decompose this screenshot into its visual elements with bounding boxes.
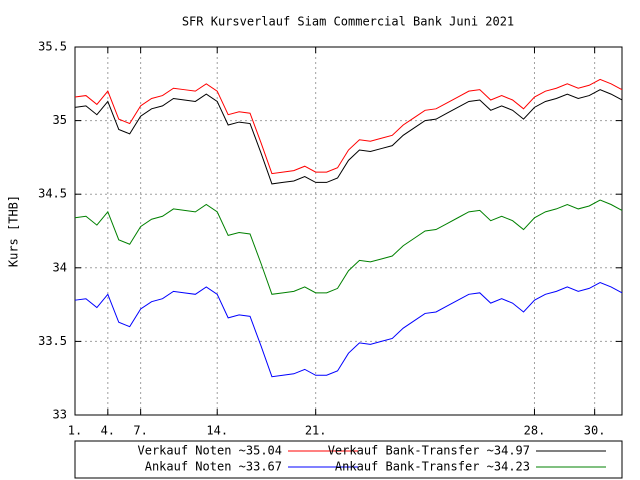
legend-box [74,440,623,479]
y-tick-label: 35 [53,113,67,127]
y-tick-label: 34 [53,260,67,274]
y-tick-label: 34.5 [38,187,67,201]
x-tick-label: 14. [206,424,228,438]
y-axis-label: Kurs [THB] [7,195,21,267]
plot-frame [74,46,623,416]
x-tick-label: 30. [584,424,606,438]
legend-label: Verkauf Noten ~35.04 [138,444,283,458]
series-line [74,281,623,378]
legend-label: Ankauf Noten ~33.67 [145,460,282,474]
x-tick-label: 28. [524,424,546,438]
series-line [74,199,623,295]
y-tick-label: 33.5 [38,334,67,348]
x-tick-label: 4. [101,424,115,438]
legend-label: Ankauf Bank-Transfer ~34.23 [335,460,530,474]
series-line [74,89,623,185]
x-tick-label: 1. [68,424,82,438]
chart-title: SFR Kursverlauf Siam Commercial Bank Jun… [182,15,514,29]
y-tick-label: 33 [53,408,67,422]
legend-label: Verkauf Bank-Transfer ~34.97 [328,444,530,458]
series-line [74,78,623,175]
x-tick-label: 7. [133,424,147,438]
x-tick-label: 21. [305,424,327,438]
y-tick-label: 35.5 [38,40,67,54]
